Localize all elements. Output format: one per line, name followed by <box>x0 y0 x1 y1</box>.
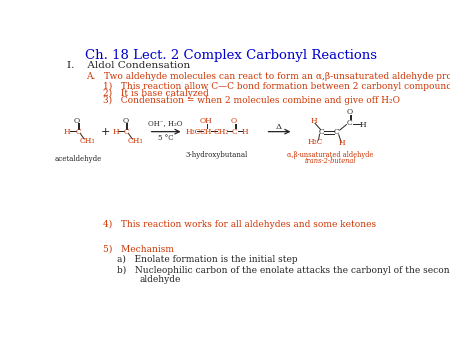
Text: CH: CH <box>200 128 212 136</box>
Text: O: O <box>231 117 237 125</box>
Text: OH⁻, H₂O: OH⁻, H₂O <box>148 119 183 127</box>
Text: b)   Nucleophilic carbon of the enolate attacks the carbonyl of the second: b) Nucleophilic carbon of the enolate at… <box>117 266 450 275</box>
Text: α,β-unsaturated aldehyde: α,β-unsaturated aldehyde <box>287 151 373 159</box>
Text: O: O <box>74 117 80 125</box>
Text: aldehyde: aldehyde <box>140 275 181 284</box>
Text: 1)   This reaction allow C—C bond formation between 2 carbonyl compounds: 1) This reaction allow C—C bond formatio… <box>104 81 450 91</box>
Text: H: H <box>310 117 317 125</box>
Text: 4)   This reaction works for all aldehydes and some ketones: 4) This reaction works for all aldehydes… <box>104 220 377 229</box>
Text: O: O <box>122 117 128 125</box>
Text: A.   Two aldehyde molecules can react to form an α,β-unsaturated aldehyde produc: A. Two aldehyde molecules can react to f… <box>86 72 450 81</box>
Text: +: + <box>100 127 110 137</box>
Text: H: H <box>241 128 248 136</box>
Text: Ch. 18 Lect. 2 Complex Carbonyl Reactions: Ch. 18 Lect. 2 Complex Carbonyl Reaction… <box>85 49 377 62</box>
Text: H: H <box>112 128 119 136</box>
Text: 3-hydroxybutanal: 3-hydroxybutanal <box>185 151 248 159</box>
Text: acetaldehyde: acetaldehyde <box>54 155 102 163</box>
Text: OH: OH <box>199 117 212 125</box>
Text: C: C <box>334 128 340 136</box>
Text: I.    Aldol Condensation: I. Aldol Condensation <box>67 62 190 70</box>
Text: CH₃: CH₃ <box>79 137 94 145</box>
Text: Δ: Δ <box>276 123 282 131</box>
Text: CH₂: CH₂ <box>213 128 229 136</box>
Text: H: H <box>339 139 346 147</box>
Text: H₃C: H₃C <box>307 138 323 146</box>
Text: C: C <box>346 119 352 126</box>
Text: H: H <box>63 128 70 136</box>
Text: trans-2-butenal: trans-2-butenal <box>304 157 356 165</box>
Text: C: C <box>231 128 237 136</box>
Text: C: C <box>75 128 81 136</box>
Text: 2)   It is base catalyzed: 2) It is base catalyzed <box>104 89 209 98</box>
Text: a)   Enolate formation is the initial step: a) Enolate formation is the initial step <box>117 255 298 264</box>
Text: 3)   Condensation = when 2 molecules combine and give off H₂O: 3) Condensation = when 2 molecules combi… <box>104 96 400 105</box>
Text: 5 °C: 5 °C <box>158 134 173 142</box>
Text: C: C <box>123 128 129 136</box>
Text: O: O <box>346 108 352 116</box>
Text: 5)   Mechanism: 5) Mechanism <box>104 245 174 254</box>
Text: C: C <box>319 128 324 136</box>
Text: H: H <box>360 121 366 129</box>
Text: CH₃: CH₃ <box>127 137 143 145</box>
Text: H₃C: H₃C <box>185 128 201 136</box>
